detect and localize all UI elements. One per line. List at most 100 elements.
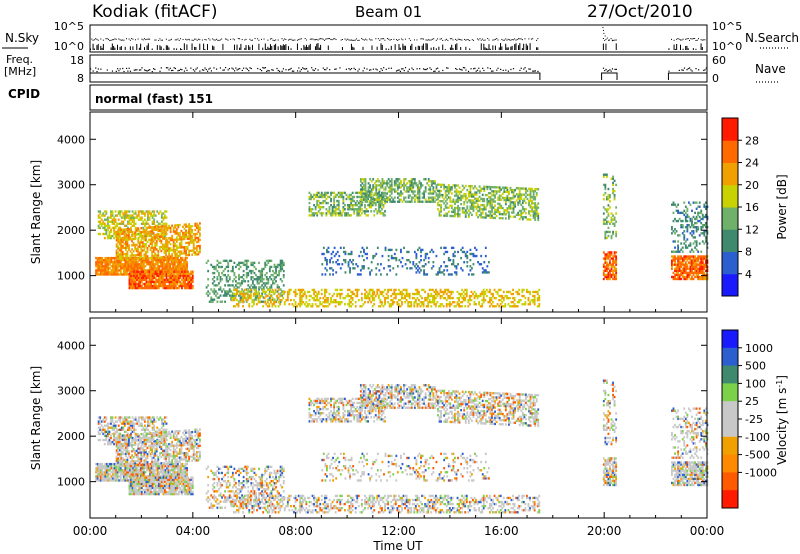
power-cell bbox=[118, 238, 121, 242]
power-cell bbox=[101, 271, 104, 274]
power-cell bbox=[158, 239, 161, 243]
power-cell bbox=[381, 301, 383, 304]
power-cell bbox=[179, 263, 182, 266]
nsearch-point bbox=[532, 38, 534, 40]
nsky-bar bbox=[290, 48, 292, 50]
power-cell bbox=[141, 230, 144, 234]
power-cell bbox=[236, 263, 239, 267]
power-cell bbox=[155, 256, 158, 260]
power-cell bbox=[381, 254, 384, 258]
freq-point bbox=[313, 69, 315, 72]
power-cell bbox=[378, 188, 381, 191]
power-cell bbox=[319, 206, 322, 209]
freq-point bbox=[532, 70, 534, 72]
power-cell bbox=[524, 296, 527, 300]
power-cell bbox=[184, 286, 186, 290]
power-cell bbox=[427, 178, 430, 181]
freq-point bbox=[262, 67, 264, 69]
freq-point bbox=[249, 67, 251, 69]
power-cell bbox=[473, 290, 476, 294]
power-cell bbox=[350, 208, 353, 211]
power-cell bbox=[138, 263, 141, 266]
power-cell bbox=[216, 300, 219, 303]
nsearch-point bbox=[123, 39, 125, 41]
power-cell bbox=[303, 290, 306, 294]
power-cell bbox=[154, 224, 157, 227]
power-cell bbox=[152, 256, 155, 260]
power-cell bbox=[107, 263, 110, 266]
power-cell bbox=[401, 192, 404, 195]
power-cell bbox=[364, 252, 367, 256]
power-cell bbox=[524, 191, 527, 194]
power-cell bbox=[150, 265, 153, 268]
power-cell bbox=[356, 210, 359, 213]
power-cell bbox=[227, 273, 230, 277]
power-cell bbox=[179, 267, 182, 270]
power-cell bbox=[424, 188, 427, 191]
power-cell bbox=[106, 222, 109, 225]
power-cell bbox=[484, 298, 487, 302]
nsky-bar bbox=[100, 45, 102, 50]
power-cell bbox=[407, 190, 410, 193]
power-cell bbox=[184, 263, 187, 266]
freq-point bbox=[168, 69, 170, 71]
power-cell bbox=[267, 261, 270, 265]
power-cell bbox=[188, 251, 191, 255]
power-cell bbox=[506, 211, 509, 214]
power-cell bbox=[320, 201, 323, 205]
power-cell bbox=[164, 256, 167, 260]
power-cell bbox=[327, 298, 329, 302]
nsearch-point bbox=[165, 38, 167, 40]
power-cell bbox=[393, 296, 396, 300]
power-cell bbox=[108, 216, 111, 219]
power-cell bbox=[447, 273, 450, 276]
power-cell bbox=[529, 290, 531, 294]
nsearch-point bbox=[368, 38, 370, 40]
power-cell bbox=[155, 242, 158, 245]
nsearch-point bbox=[377, 38, 379, 40]
power-cell bbox=[413, 292, 416, 296]
power-cell bbox=[248, 269, 251, 273]
power-cell bbox=[509, 205, 512, 208]
nsearch-point bbox=[251, 39, 253, 41]
power-cell bbox=[139, 210, 142, 213]
power-cell bbox=[216, 292, 219, 295]
power-cell bbox=[286, 292, 289, 296]
freq-point bbox=[695, 67, 697, 70]
power-cell bbox=[211, 282, 214, 285]
power-cell bbox=[479, 292, 482, 296]
power-cell bbox=[333, 210, 336, 213]
power-cell bbox=[335, 271, 338, 274]
nsky-bar bbox=[269, 44, 271, 50]
power-cell bbox=[503, 211, 506, 214]
nsky-bar bbox=[403, 45, 405, 50]
power-cell bbox=[165, 280, 168, 284]
power-cell bbox=[410, 188, 413, 191]
power-cell bbox=[178, 238, 181, 241]
power-cell bbox=[126, 258, 129, 262]
power-cell bbox=[102, 273, 105, 276]
power-cell bbox=[185, 276, 188, 280]
power-cell bbox=[161, 235, 164, 238]
power-cell bbox=[356, 212, 359, 215]
power-cell bbox=[176, 286, 179, 290]
freq-point bbox=[97, 68, 99, 70]
power-cell bbox=[103, 224, 106, 227]
power-cell bbox=[173, 256, 176, 260]
power-cell bbox=[420, 182, 422, 185]
power-cell bbox=[417, 190, 419, 193]
power-cell bbox=[134, 237, 137, 241]
power-cell bbox=[367, 294, 369, 298]
power-cell bbox=[128, 258, 130, 262]
nsky-bar bbox=[296, 43, 298, 50]
power-cell bbox=[359, 203, 362, 207]
power-cell bbox=[140, 226, 143, 230]
freq-point bbox=[179, 68, 182, 70]
power-cell bbox=[113, 216, 115, 219]
power-cell bbox=[119, 263, 122, 266]
power-cell bbox=[138, 243, 141, 246]
power-cell bbox=[333, 298, 336, 302]
power-cell bbox=[262, 288, 265, 292]
freq-point bbox=[312, 69, 314, 71]
power-cell bbox=[369, 186, 372, 189]
